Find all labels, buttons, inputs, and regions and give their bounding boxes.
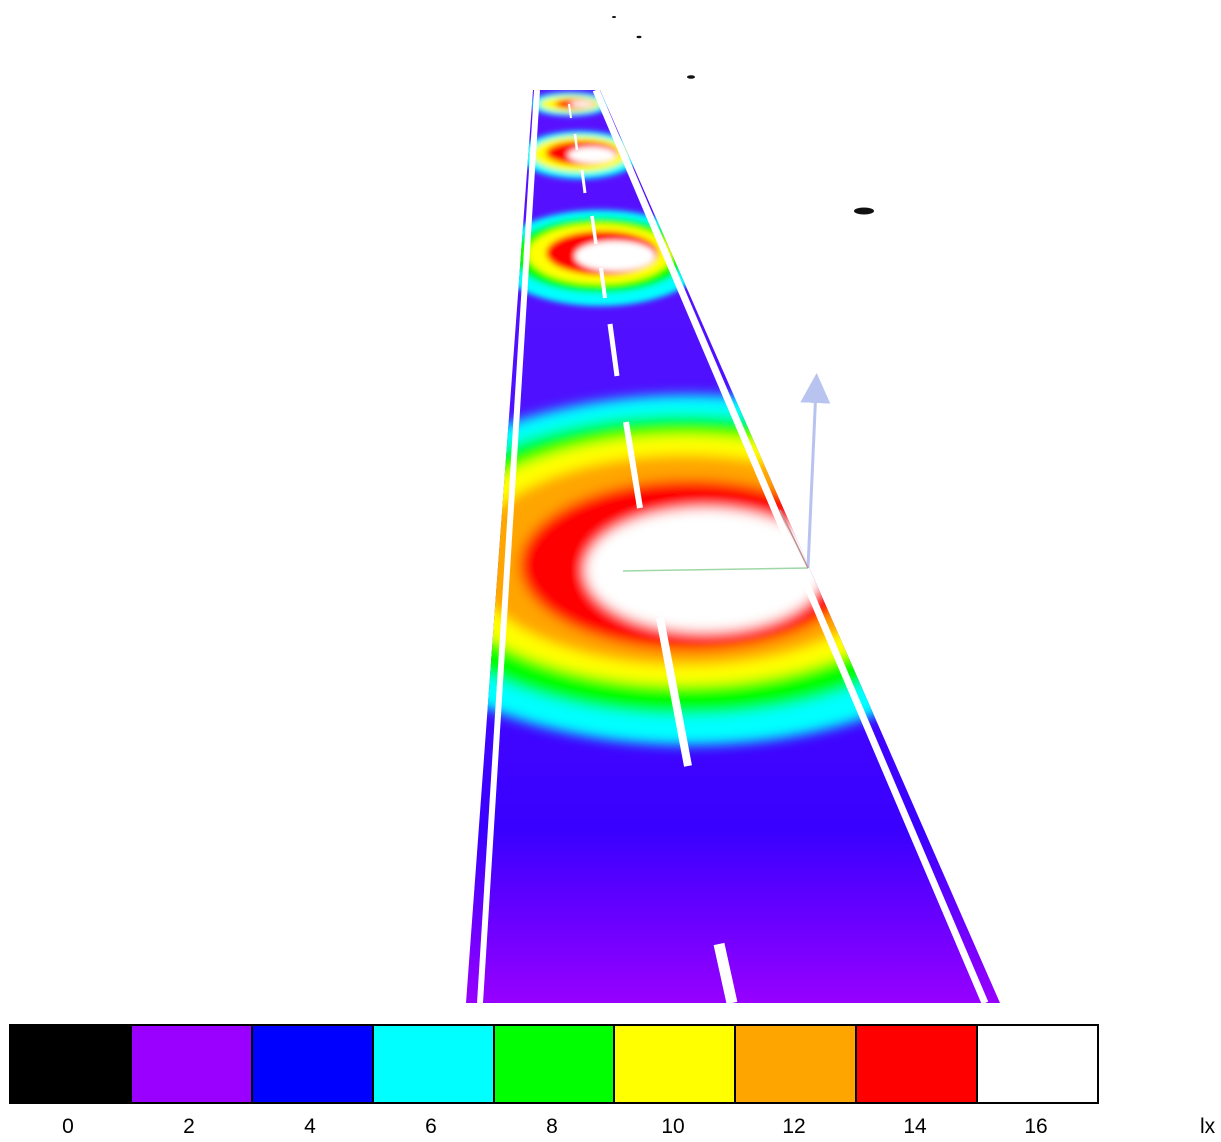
legend-tick-label: 14	[903, 1115, 927, 1138]
legend-swatch	[978, 1026, 1098, 1102]
legend-tick-label: 4	[304, 1115, 316, 1138]
legend-swatch	[131, 1026, 253, 1102]
road-surface	[466, 90, 1000, 1003]
illuminance-render	[466, 16, 1000, 1005]
legend-tick-label: 12	[782, 1115, 806, 1138]
legend-tick-label: 10	[661, 1115, 685, 1138]
luminaire-markers	[612, 16, 874, 215]
legend-tick-label: 16	[1024, 1115, 1048, 1138]
legend-tick-label: 8	[546, 1115, 558, 1138]
edge-line-left	[477, 89, 540, 1004]
legend-swatch	[11, 1026, 132, 1102]
legend-tick-label: 0	[62, 1115, 74, 1138]
coordinate-axes	[622, 373, 831, 572]
legend-swatch	[494, 1026, 616, 1102]
center-dashes	[568, 103, 738, 1005]
legend-tick-label: 6	[425, 1115, 437, 1138]
legend-swatch	[615, 1026, 737, 1102]
light-pool-mid	[495, 210, 705, 306]
legend-swatch	[373, 1026, 495, 1102]
legend-swatch	[736, 1026, 858, 1102]
legend-swatch	[252, 1026, 374, 1102]
legend-swatch	[857, 1026, 979, 1102]
legend-tick-label: 2	[183, 1115, 195, 1138]
color-legend	[9, 1024, 1099, 1104]
legend-unit-label: lx	[1200, 1115, 1216, 1138]
light-pool-far	[520, 131, 640, 179]
edge-line-right	[592, 88, 989, 1005]
